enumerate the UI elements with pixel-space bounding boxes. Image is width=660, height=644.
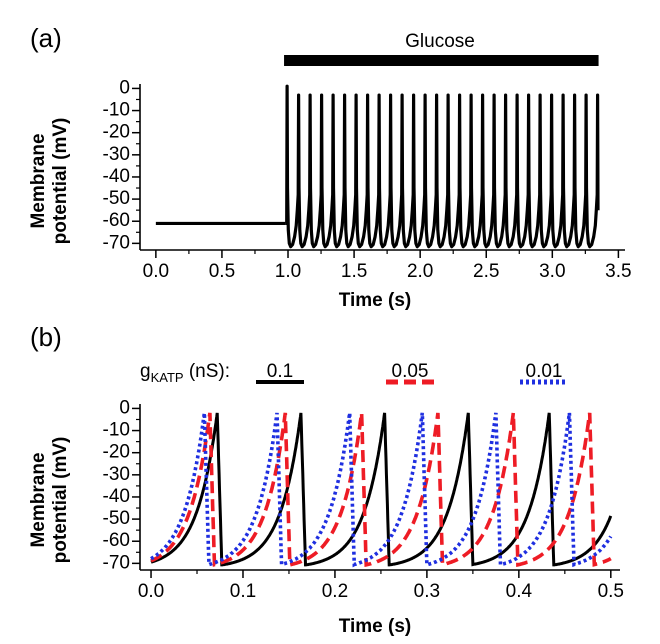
y-tick-label-b: -10 [103, 420, 130, 441]
legend-b: 0.1 0.05 0.01 [256, 361, 568, 385]
x-tick-label-a: 2.5 [473, 261, 499, 282]
y-tick-label-a: -40 [103, 166, 130, 187]
series-trace-0_05 [150, 412, 612, 568]
series-trace-0_01 [150, 412, 613, 568]
y-tick-label-b: -40 [103, 486, 130, 507]
panel-a: (a) Glucose Membrane potential (mV) Time… [28, 23, 632, 311]
x-tick-label-b: 0.0 [138, 581, 164, 602]
y-tick-label-a: -10 [103, 100, 130, 121]
y-tick-label-b: 0 [119, 397, 130, 418]
x-tick-label-b: 0.4 [506, 581, 533, 602]
ylabel-a-line2: potential (mV) [50, 118, 71, 245]
legend-label-0_1: 0.1 [267, 361, 293, 382]
y-tick-label-a: -30 [103, 144, 130, 165]
glucose-bar [284, 55, 599, 66]
panel-b: (b) gKATP (nS): Membrane potential (mV) … [28, 322, 624, 637]
x-tick-label-a: 3.5 [605, 261, 631, 282]
panel-label-b: (b) [30, 322, 62, 352]
x-tick-label-b: 0.1 [230, 581, 256, 602]
ylabel-b-line2: potential (mV) [50, 437, 71, 564]
legend-label-0_01: 0.01 [526, 361, 563, 382]
legend-label-0_05: 0.05 [392, 361, 429, 382]
series-trace-0_1 [150, 412, 613, 567]
y-tick-label-b: -50 [103, 508, 130, 529]
axes-a: 0-10-20-30-40-50-60-70 0.0 0.5 1.0 1.5 2.0 2.5… [103, 77, 632, 282]
x-tick-label-a: 0.5 [209, 261, 235, 282]
x-tick-label-a: 1.0 [275, 261, 301, 282]
axes-b: 0-10-20-30-40-50-60-70 0.0 0.1 0.2 0.3 0.4 0.5 [103, 397, 624, 602]
y-tick-label-b: -60 [103, 530, 130, 551]
plot-area-a [155, 55, 600, 249]
y-tick-label-a: 0 [119, 77, 130, 98]
series-trace-a [285, 84, 600, 249]
plot-area-b [150, 412, 613, 568]
x-tick-label-b: 0.2 [322, 581, 348, 602]
panel-label-a: (a) [30, 23, 62, 53]
x-tick-label-a: 2.0 [407, 261, 433, 282]
legend-title: gKATP (nS): [140, 361, 230, 385]
x-tick-label-a: 1.5 [341, 261, 367, 282]
y-tick-label-b: -70 [103, 552, 130, 573]
xlabel-b: Time (s) [339, 616, 412, 637]
y-tick-label-a: -50 [103, 188, 130, 209]
y-tick-label-b: -30 [103, 464, 130, 485]
x-tick-label-a: 3.0 [539, 261, 565, 282]
x-tick-label-a: 0.0 [143, 261, 169, 282]
x-tick-label-b: 0.5 [598, 581, 624, 602]
glucose-label: Glucose [405, 31, 475, 52]
x-tick-label-b: 0.3 [414, 581, 440, 602]
y-tick-label-a: -20 [103, 122, 130, 143]
xlabel-a: Time (s) [339, 290, 412, 311]
y-tick-label-a: -60 [103, 210, 130, 231]
y-tick-label-a: -70 [103, 232, 130, 253]
ylabel-a-line1: Membrane [28, 133, 49, 228]
y-tick-label-b: -20 [103, 442, 130, 463]
ylabel-b-line1: Membrane [28, 452, 49, 547]
